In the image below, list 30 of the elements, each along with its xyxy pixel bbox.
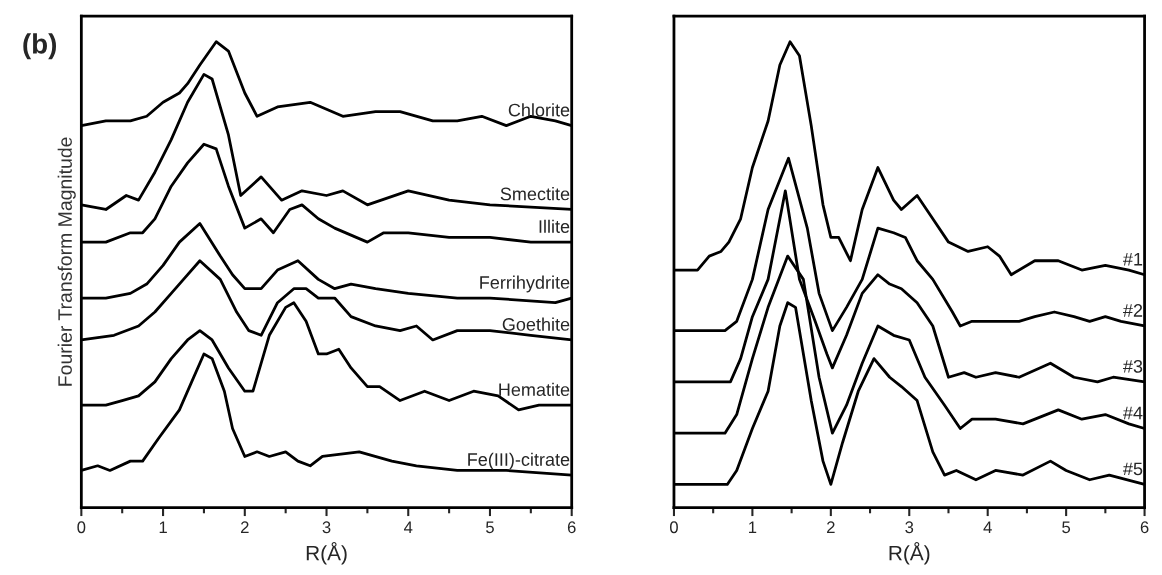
x-tick-label: 0 [77,521,86,534]
series-label: #2 [1123,304,1143,317]
x-tick-label: 1 [159,521,167,533]
series-label: #1 [1123,252,1143,266]
y-axis-title: Fourier Transform Magnitude [57,137,76,386]
x-tick-label: 4 [404,521,413,533]
text: (b) [23,33,57,60]
series-label: #5 [1123,462,1143,476]
series-label: Ferrihydrite [480,275,570,293]
series-label: Smectite [500,187,570,201]
series-label: Goethite [502,317,570,331]
x-axis-title: R(Å) [306,542,347,565]
x-tick-label: 6 [1140,521,1149,534]
series-label: Fe(III)-citrate [468,452,570,470]
x-tick-label: 3 [905,521,914,534]
x-tick-label: 2 [827,521,835,533]
x-tick-label: 4 [983,521,992,533]
x-tick-label: 3 [322,521,331,534]
x-tick-label: 0 [669,521,678,534]
series-label: #4 [1123,406,1143,420]
x-axis-title: R(Å) [889,542,930,565]
series-label: #3 [1123,359,1143,373]
series-label: Illite [539,219,570,233]
x-tick-label: 1 [749,521,757,533]
series-label: Chlorite [508,103,570,117]
x-tick-label: 5 [486,521,494,534]
series-label: Hematite [499,382,570,397]
x-tick-label: 5 [1062,521,1071,534]
x-tick-label: 6 [567,521,576,534]
x-tick-label: 2 [241,521,249,533]
